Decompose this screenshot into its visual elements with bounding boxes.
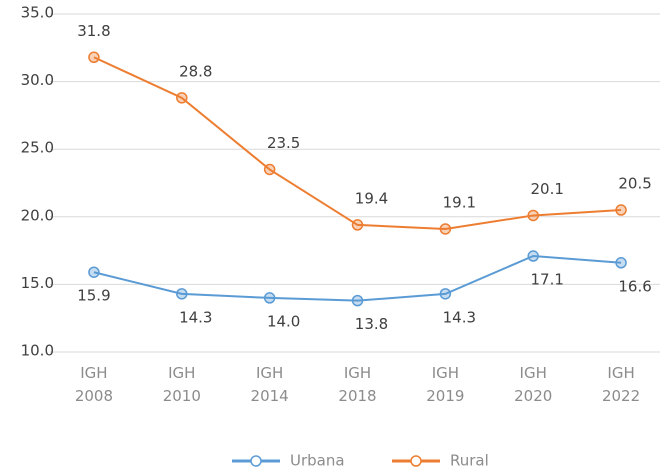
data-label: 19.4 — [355, 189, 388, 207]
x-tick-label: IGH 2018 — [338, 364, 376, 405]
point — [351, 219, 364, 231]
point — [176, 92, 188, 104]
data-label: 19.1 — [443, 193, 476, 211]
x-tick-label: IGH 2008 — [75, 364, 113, 405]
point — [176, 288, 188, 300]
y-tick-label: 10.0 — [21, 342, 54, 360]
data-label: 28.8 — [179, 62, 212, 80]
point — [439, 223, 452, 235]
point — [263, 163, 276, 176]
data-label: 17.1 — [531, 271, 564, 289]
point — [615, 204, 627, 216]
point — [351, 294, 364, 307]
x-tick-label: IGH 2010 — [163, 364, 201, 405]
data-label: 14.0 — [267, 312, 300, 330]
point — [527, 250, 539, 262]
data-label: 14.3 — [443, 308, 476, 326]
data-label: 31.8 — [77, 22, 110, 40]
y-tick-label: 35.0 — [21, 4, 54, 22]
point — [88, 266, 100, 278]
y-tick-label: 20.0 — [21, 206, 54, 224]
legend-marker — [410, 455, 422, 467]
data-label: 20.5 — [618, 175, 651, 193]
legend-label: Urbana — [290, 452, 345, 470]
data-label: 16.6 — [618, 277, 651, 295]
legend-marker — [250, 455, 262, 467]
point — [439, 288, 452, 300]
y-tick-label: 15.0 — [21, 274, 54, 292]
data-label: 20.1 — [531, 180, 564, 198]
x-tick-label: IGH 2022 — [602, 364, 640, 405]
data-label: 14.3 — [179, 308, 212, 326]
data-label: 15.9 — [77, 287, 110, 305]
point — [88, 51, 100, 64]
series-line — [93, 254, 622, 302]
y-tick-label: 30.0 — [21, 71, 54, 89]
x-tick-label: IGH 2014 — [251, 364, 289, 405]
x-tick-label: IGH 2019 — [426, 364, 464, 405]
point — [615, 257, 627, 269]
point — [263, 292, 276, 304]
point — [527, 209, 539, 222]
y-tick-label: 25.0 — [21, 139, 54, 157]
data-label: 23.5 — [267, 134, 300, 152]
data-label: 13.8 — [355, 315, 388, 333]
x-tick-label: IGH 2020 — [514, 364, 552, 405]
series-line — [93, 56, 622, 230]
legend-label: Rural — [450, 452, 489, 470]
